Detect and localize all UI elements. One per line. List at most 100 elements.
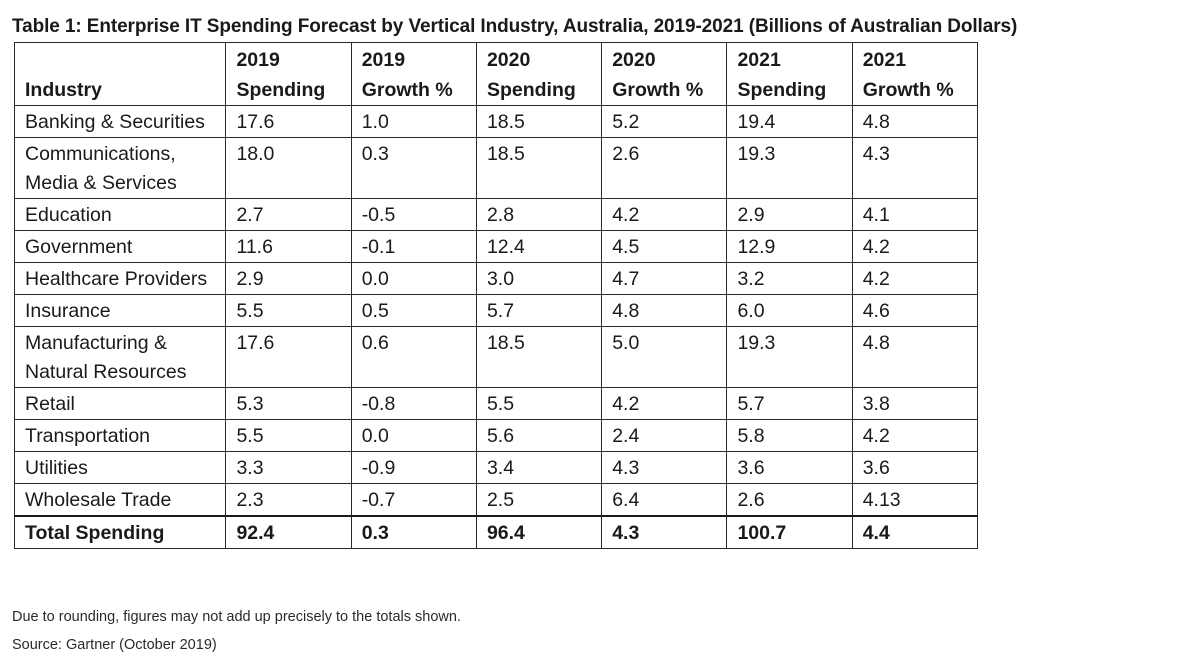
value-cell-2019-growth: -0.8 xyxy=(350,387,477,420)
value-cell-2021-spending: 6.0 xyxy=(726,294,853,327)
table-row: Education 2.7 -0.5 2.8 4.2 2.9 4.1 xyxy=(13,198,979,231)
header-line2: Growth % xyxy=(361,79,453,101)
value-cell-2020-growth: 4.8 xyxy=(601,294,728,327)
value-cell-2020-growth: 6.4 xyxy=(601,483,728,517)
value-cell-2019-spending: 18.0 xyxy=(225,137,352,199)
total-row: Total Spending 92.4 0.3 96.4 4.3 100.7 4.4 xyxy=(13,515,979,549)
value-cell-2020-spending: 18.5 xyxy=(475,326,603,388)
table-row: Retail 5.3 -0.8 5.5 4.2 5.7 3.8 xyxy=(13,387,979,420)
table-row: Healthcare Providers 2.9 0.0 3.0 4.7 3.2 4.2 xyxy=(13,262,979,295)
value-cell-2020-spending: 12.4 xyxy=(475,230,603,263)
value-cell-2019-spending: 5.5 xyxy=(225,419,352,452)
header-line1: 2019 xyxy=(361,49,406,71)
value-cell-2019-spending: 2.9 xyxy=(225,262,352,295)
header-line2: Spending xyxy=(737,79,827,101)
value-cell-2019-growth: 1.0 xyxy=(350,105,477,138)
value-cell-2020-spending: 96.4 xyxy=(475,515,603,549)
industry-cell: Transportation xyxy=(13,419,227,452)
value-cell-2021-growth: 4.2 xyxy=(851,262,979,295)
table-body: Banking & Securities 17.6 1.0 18.5 5.2 19.4 4.… xyxy=(13,105,979,549)
value-cell-2019-spending: 2.3 xyxy=(225,483,352,517)
table-header: Industry 2019 Spending 2019 Growth % 202… xyxy=(13,42,979,106)
value-cell-2019-growth: 0.0 xyxy=(350,262,477,295)
header-industry: Industry xyxy=(13,42,227,106)
value-cell-2021-growth: 4.3 xyxy=(851,137,979,199)
header-line2: Growth % xyxy=(862,79,954,101)
header-2021-growth: 2021 Growth % xyxy=(851,42,979,106)
it-spending-table: Industry 2019 Spending 2019 Growth % 202… xyxy=(13,42,979,549)
value-cell-2021-growth: 4.6 xyxy=(851,294,979,327)
value-cell-2020-spending: 5.7 xyxy=(475,294,603,327)
value-cell-2020-growth: 2.4 xyxy=(601,419,728,452)
table-row: Insurance 5.5 0.5 5.7 4.8 6.0 4.6 xyxy=(13,294,979,327)
value-cell-2021-spending: 12.9 xyxy=(726,230,853,263)
value-cell-2021-spending: 2.9 xyxy=(726,198,853,231)
table-row: Banking & Securities 17.6 1.0 18.5 5.2 19.4 4.… xyxy=(13,105,979,138)
value-cell-2021-growth: 4.8 xyxy=(851,326,979,388)
header-line1: 2020 xyxy=(612,49,656,71)
value-cell-2019-growth: -0.1 xyxy=(350,230,477,263)
table-row: Manufacturing & Natural Resources 17.6 0.6… xyxy=(13,326,979,388)
value-cell-2019-growth: 0.0 xyxy=(350,419,477,452)
header-line1: 2021 xyxy=(737,49,781,71)
header-2020-spending: 2020 Spending xyxy=(475,42,603,106)
table-row: Utilities 3.3 -0.9 3.4 4.3 3.6 3.6 xyxy=(13,451,979,484)
table-row: Communications, Media & Services 18.0 0.3 1… xyxy=(13,137,979,199)
value-cell-2021-growth: 4.13 xyxy=(851,483,979,517)
table-row: Government 11.6 -0.1 12.4 4.5 12.9 4.2 xyxy=(13,230,979,263)
header-2020-growth: 2020 Growth % xyxy=(601,42,728,106)
value-cell-2020-spending: 2.8 xyxy=(475,198,603,231)
value-cell-2019-spending: 3.3 xyxy=(225,451,352,484)
value-cell-2019-spending: 92.4 xyxy=(225,515,352,549)
value-cell-2021-spending: 100.7 xyxy=(726,515,853,549)
value-cell-2020-spending: 3.4 xyxy=(475,451,603,484)
value-cell-2021-growth: 4.4 xyxy=(851,515,979,549)
header-2019-spending: 2019 Spending xyxy=(225,42,352,106)
value-cell-2021-growth: 4.2 xyxy=(851,230,979,263)
value-cell-2020-spending: 18.5 xyxy=(475,105,603,138)
value-cell-2019-growth: 0.3 xyxy=(350,137,477,199)
value-cell-2021-spending: 19.3 xyxy=(726,326,853,388)
source-note: Source: Gartner (October 2019) xyxy=(12,637,217,653)
header-line2: Growth % xyxy=(612,79,704,101)
value-cell-2020-growth: 4.7 xyxy=(601,262,728,295)
value-cell-2020-growth: 4.3 xyxy=(601,451,728,484)
value-cell-2020-growth: 4.5 xyxy=(601,230,728,263)
value-cell-2021-spending: 2.6 xyxy=(726,483,853,517)
value-cell-2019-growth: -0.9 xyxy=(350,451,477,484)
value-cell-2020-growth: 5.2 xyxy=(601,105,728,138)
value-cell-2019-growth: 0.3 xyxy=(350,515,477,549)
value-cell-2020-spending: 3.0 xyxy=(475,262,603,295)
header-line1 xyxy=(25,45,215,75)
industry-cell: Wholesale Trade xyxy=(13,483,227,517)
value-cell-2020-growth: 5.0 xyxy=(601,326,728,388)
header-line2: Industry xyxy=(25,79,102,101)
value-cell-2021-growth: 4.2 xyxy=(851,419,979,452)
industry-cell: Retail xyxy=(13,387,227,420)
value-cell-2021-growth: 3.6 xyxy=(851,451,979,484)
industry-cell: Manufacturing & Natural Resources xyxy=(13,326,227,388)
value-cell-2019-spending: 17.6 xyxy=(225,326,352,388)
header-line1: 2019 xyxy=(236,49,280,71)
value-cell-2021-growth: 3.8 xyxy=(851,387,979,420)
value-cell-2021-spending: 3.2 xyxy=(726,262,853,295)
header-row: Industry 2019 Spending 2019 Growth % 202… xyxy=(13,42,979,106)
value-cell-2019-growth: -0.5 xyxy=(350,198,477,231)
value-cell-2020-growth: 4.2 xyxy=(601,387,728,420)
industry-cell: Government xyxy=(13,230,227,263)
value-cell-2019-spending: 5.3 xyxy=(225,387,352,420)
value-cell-2019-growth: -0.7 xyxy=(350,483,477,517)
value-cell-2019-spending: 2.7 xyxy=(225,198,352,231)
value-cell-2020-spending: 18.5 xyxy=(475,137,603,199)
value-cell-2020-growth: 4.2 xyxy=(601,198,728,231)
value-cell-2020-spending: 5.6 xyxy=(475,419,603,452)
industry-cell: Utilities xyxy=(13,451,227,484)
value-cell-2021-spending: 19.4 xyxy=(726,105,853,138)
header-2021-spending: 2021 Spending xyxy=(726,42,853,106)
industry-cell: Banking & Securities xyxy=(13,105,227,138)
value-cell-2019-spending: 17.6 xyxy=(225,105,352,138)
value-cell-2019-spending: 5.5 xyxy=(225,294,352,327)
value-cell-2021-spending: 5.7 xyxy=(726,387,853,420)
industry-cell: Total Spending xyxy=(13,515,227,549)
value-cell-2020-growth: 2.6 xyxy=(601,137,728,199)
